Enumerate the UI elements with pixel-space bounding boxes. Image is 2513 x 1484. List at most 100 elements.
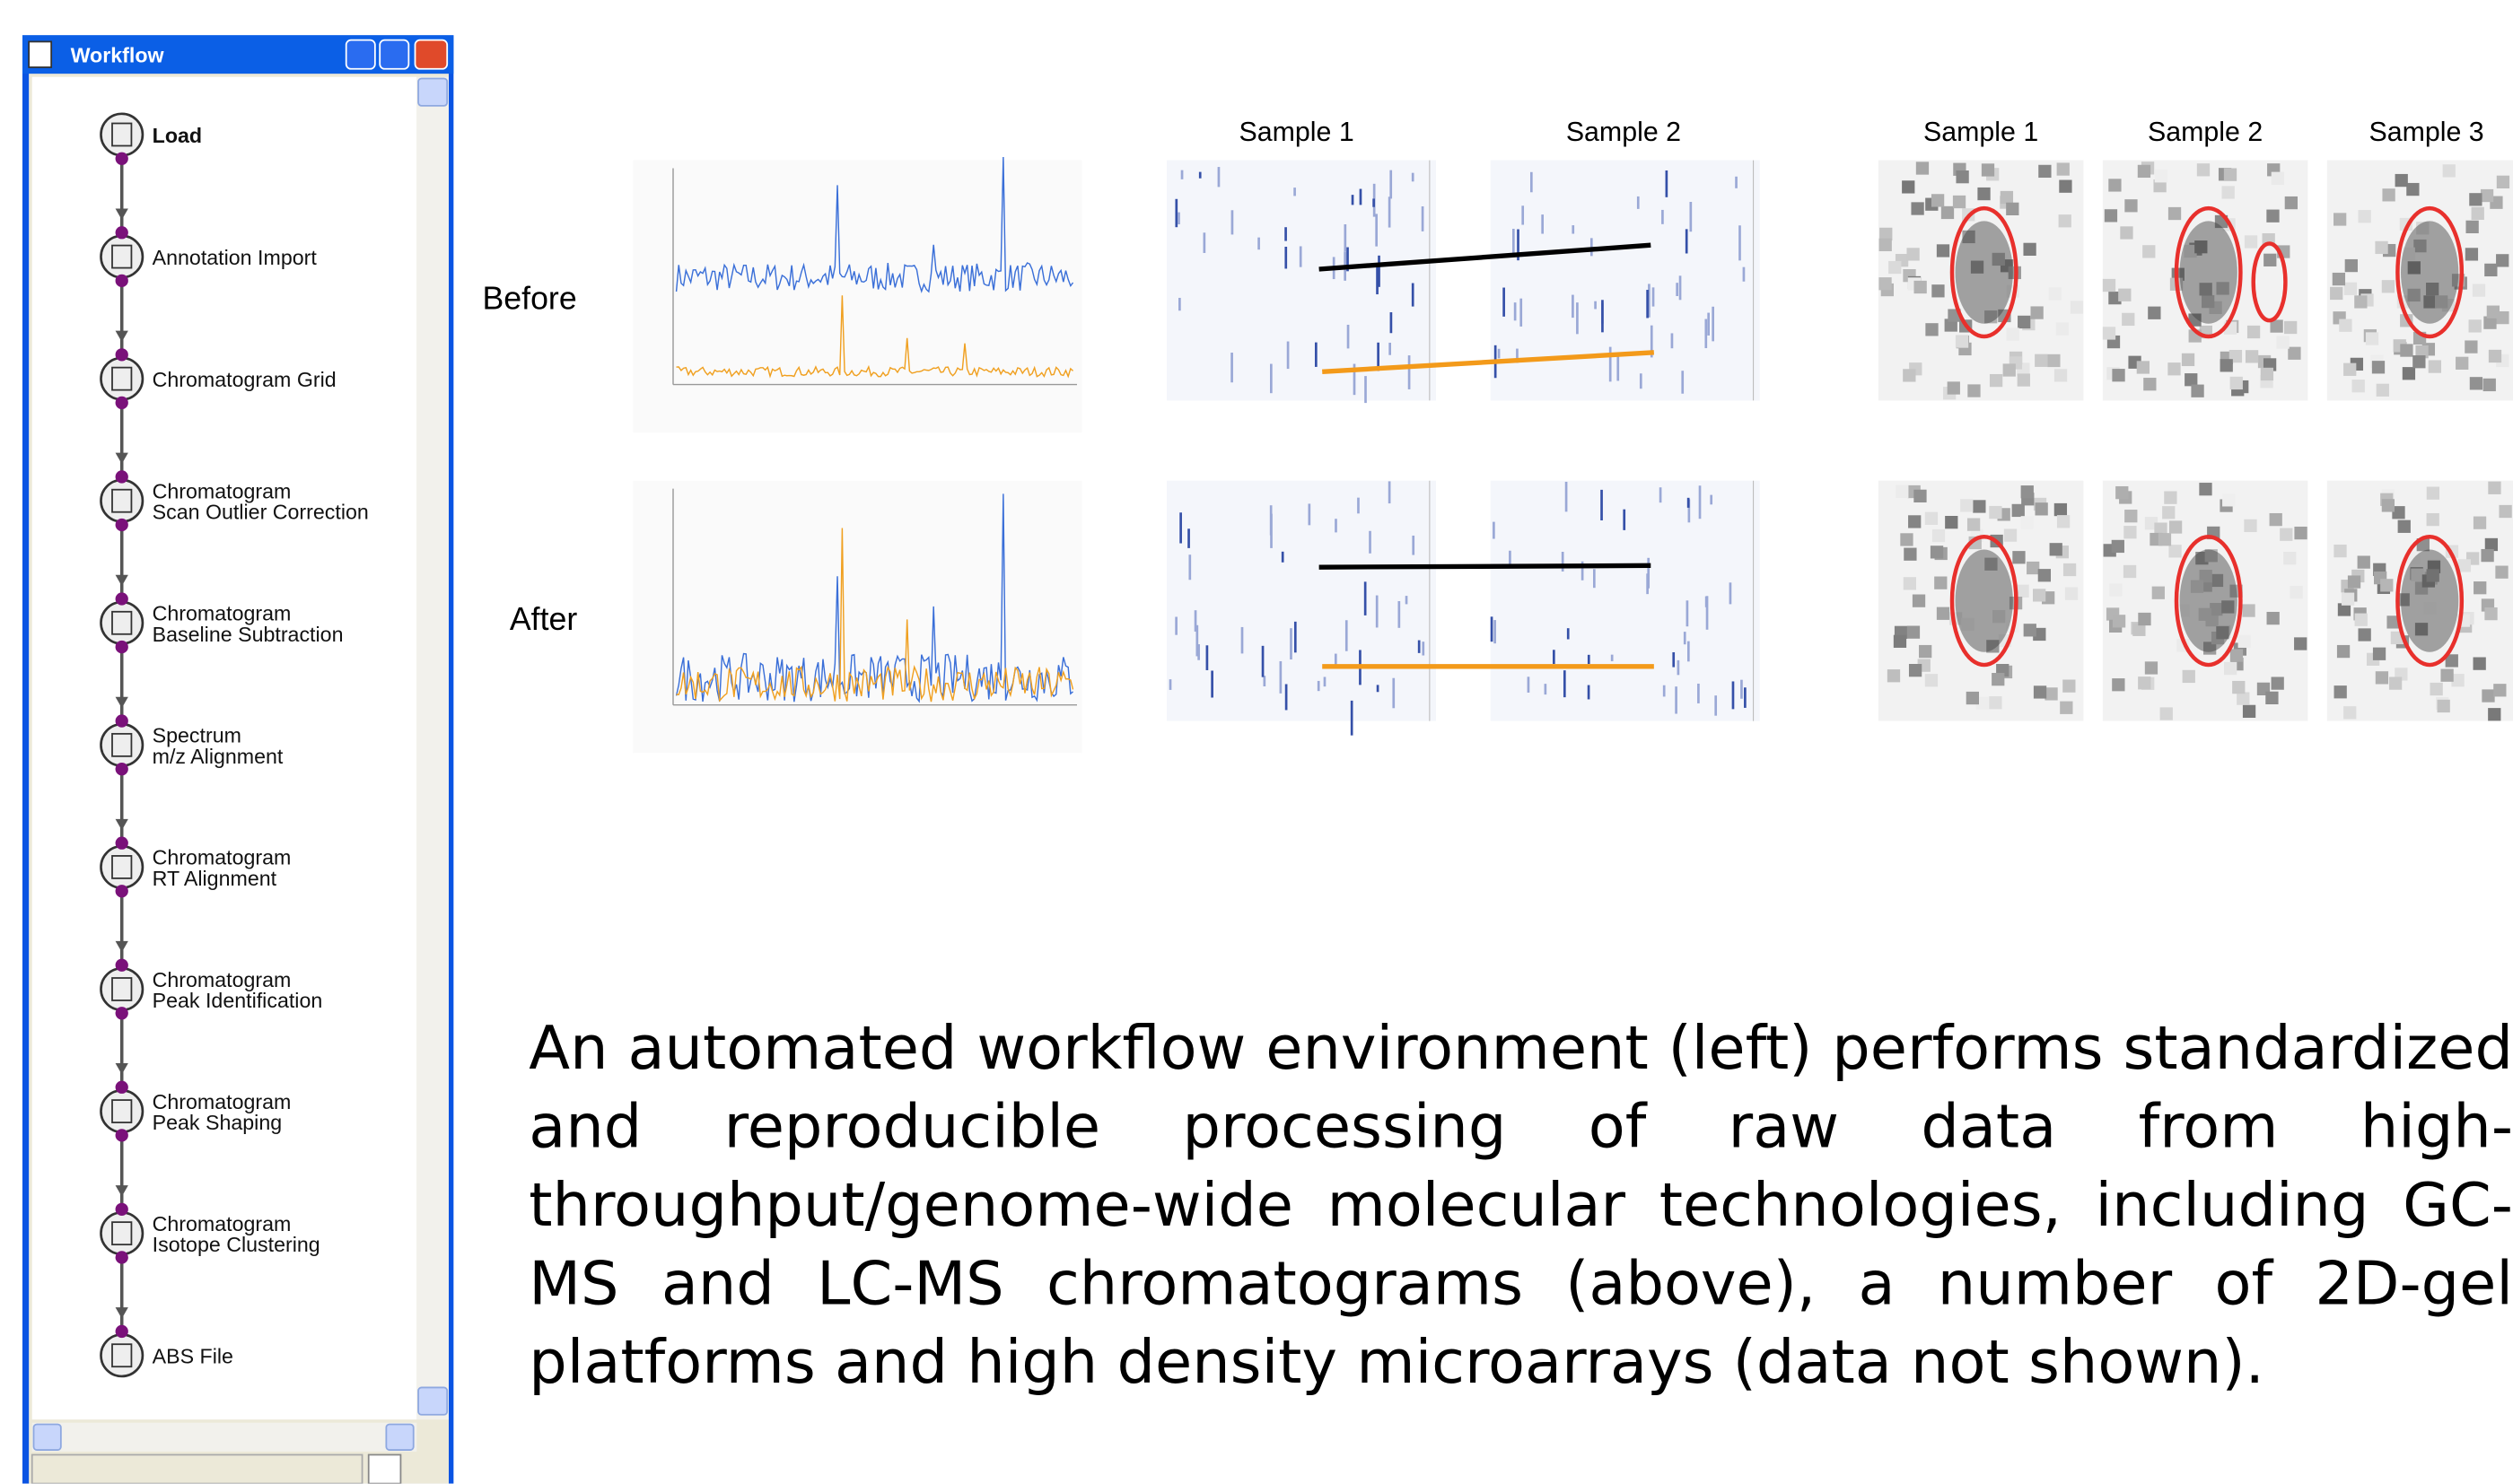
node-label: Baseline Subtraction xyxy=(153,623,344,646)
spot-pixel xyxy=(2377,384,2389,397)
node-icon[interactable] xyxy=(101,1334,142,1375)
spot-pixel xyxy=(2333,273,2345,285)
spot-pixel xyxy=(2244,519,2256,532)
gel-streak xyxy=(1677,660,1680,675)
gel-streak xyxy=(1392,678,1395,709)
spot-pixel xyxy=(2343,363,2356,376)
spot-pixel xyxy=(2330,287,2342,300)
spot-pixel xyxy=(2265,692,2278,704)
gel-streak xyxy=(1616,354,1619,380)
gel-streak xyxy=(1263,676,1265,686)
gel-streak xyxy=(1412,536,1414,555)
spot-pixel xyxy=(2197,163,2210,176)
spot-pixel xyxy=(2103,327,2115,339)
spot-pixel xyxy=(2045,687,2057,700)
node-icon[interactable] xyxy=(101,968,142,1009)
spot-pixel xyxy=(1906,248,1919,260)
spot-pixel xyxy=(2027,562,2039,574)
spot-pixel xyxy=(2054,503,2067,516)
spot-pixel xyxy=(2001,191,2013,204)
gel-streak xyxy=(1218,167,1221,187)
spot-pixel xyxy=(2465,221,2478,233)
spot-pixel xyxy=(2382,499,2395,511)
spot-pixel xyxy=(2376,671,2388,684)
sample-label: Sample 1 xyxy=(1923,118,2038,147)
scroll-down[interactable] xyxy=(418,1387,447,1414)
window-icon xyxy=(29,41,51,67)
node-icon[interactable] xyxy=(101,602,142,643)
spot-core xyxy=(2180,549,2237,651)
spot-pixel xyxy=(2465,340,2477,353)
spot-pixel xyxy=(2482,689,2494,702)
gel-streak xyxy=(1290,628,1292,659)
gel-streak xyxy=(1675,686,1677,713)
spot-pixel xyxy=(2261,368,2273,380)
spot-pixel xyxy=(1937,607,1949,620)
input-port xyxy=(116,714,128,727)
spot-pixel xyxy=(2003,363,2016,376)
gel-streak xyxy=(1270,364,1273,394)
gel-streak xyxy=(1364,581,1367,615)
spot-pixel xyxy=(1904,577,1916,589)
gel-streak xyxy=(1397,601,1400,628)
node-label: Peak Shaping xyxy=(153,1111,283,1134)
spot-pixel xyxy=(2337,645,2350,658)
spot-pixel xyxy=(2057,162,2070,175)
node-icon[interactable] xyxy=(101,236,142,277)
spot-pixel xyxy=(2280,528,2292,541)
node-icon[interactable] xyxy=(101,1090,142,1131)
close-button[interactable] xyxy=(415,40,447,69)
input-port xyxy=(116,1325,128,1338)
gel-streak xyxy=(1663,685,1666,697)
input-port xyxy=(116,348,128,361)
gel-streak xyxy=(1287,342,1290,370)
horizontal-scrollbar[interactable] xyxy=(32,1423,417,1452)
gel-streak xyxy=(1498,349,1501,359)
spot-pixel xyxy=(2495,566,2508,579)
gel-streak xyxy=(1502,288,1505,317)
spot-pixel xyxy=(2283,552,2296,564)
gel-streak xyxy=(1572,295,1574,319)
spot-pixel xyxy=(2108,179,2121,191)
minimize-button[interactable] xyxy=(346,40,375,69)
node-label: Chromatogram Grid xyxy=(153,368,337,391)
gel-streak xyxy=(1740,680,1743,699)
spot-pixel xyxy=(1931,194,1944,206)
spot-pixel xyxy=(1913,281,1926,293)
node-icon[interactable] xyxy=(101,114,142,155)
node-icon[interactable] xyxy=(101,1212,142,1253)
spot-pixel xyxy=(2429,360,2441,372)
spot-pixel xyxy=(2474,657,2486,669)
spot-pixel xyxy=(1990,374,2002,387)
gel-streak xyxy=(1681,371,1684,394)
spot-pixel xyxy=(2222,186,2235,198)
node-icon[interactable] xyxy=(101,480,142,521)
scroll-up[interactable] xyxy=(418,78,447,105)
output-port xyxy=(116,397,128,409)
maximize-button[interactable] xyxy=(380,40,408,69)
spot-pixel xyxy=(1956,170,1968,183)
gel-image xyxy=(1167,161,1436,401)
spot-pixel xyxy=(2224,168,2237,180)
node-icon[interactable] xyxy=(101,846,142,887)
output-port xyxy=(116,275,128,287)
spot-pixel xyxy=(1903,369,1915,381)
spot-pixel xyxy=(2230,649,2243,661)
spot-pixel xyxy=(1967,518,1980,530)
node-icon[interactable] xyxy=(101,724,142,765)
spot-pixel xyxy=(2284,321,2297,334)
gel-streak xyxy=(1744,687,1747,708)
spot-pixel xyxy=(2266,210,2279,223)
scroll-right[interactable] xyxy=(386,1424,413,1450)
scroll-left[interactable] xyxy=(33,1424,60,1450)
spot-pixel xyxy=(2400,344,2412,356)
page: {"window": {"title": "Workflow", "nodes"… xyxy=(0,0,2513,1483)
spot-pixel xyxy=(2018,316,2030,328)
spot-pixel xyxy=(2484,607,2497,620)
node-icon[interactable] xyxy=(101,358,142,399)
gel-streak xyxy=(1257,238,1260,250)
vertical-scrollbar[interactable] xyxy=(416,77,449,1419)
spot-pixel xyxy=(2049,287,2062,300)
spot-pixel xyxy=(2168,545,2181,557)
spot-pixel xyxy=(2440,669,2453,682)
